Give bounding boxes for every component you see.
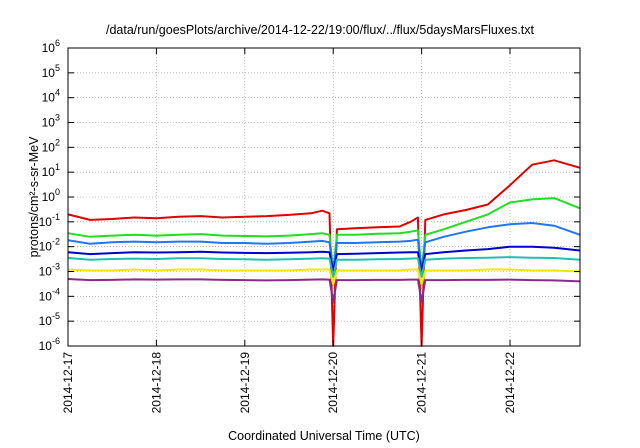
x-tick-label: 2014-12-19: [238, 352, 252, 414]
chart-title: /data/run/goesPlots/archive/2014-12-22/1…: [106, 23, 535, 37]
y-axis-ticks: 10-6 10-5 10-4 10-3 10-2 10-1 100 101 102 103 104 1…: [39, 38, 580, 353]
x-tick-label: 2014-12-17: [61, 352, 75, 414]
y-tick-label: 100: [42, 187, 60, 204]
x-tick-label: 2014-12-20: [326, 352, 340, 414]
x-tick-label: 2014-12-21: [415, 352, 429, 414]
y-tick-label: 105: [42, 63, 60, 80]
x-axis-ticks: 2014-12-17 2014-12-18 2014-12-19 2014-12-20…: [61, 48, 517, 413]
y-tick-label: 10-5: [39, 311, 60, 328]
grid-lines: [67, 48, 580, 346]
x-axis-label: Coordinated Universal Time (UTC): [228, 429, 420, 443]
y-tick-label: 106: [42, 38, 60, 55]
series-line: [67, 256, 581, 278]
y-tick-label: 103: [42, 113, 60, 130]
y-tick-label: 10-6: [39, 336, 60, 353]
x-tick-label: 2014-12-22: [503, 352, 517, 414]
x-tick-label: 2014-12-18: [149, 352, 163, 414]
series-group: [67, 159, 581, 347]
y-tick-label: 101: [42, 162, 60, 179]
y-tick-label: 10-1: [39, 212, 60, 229]
y-tick-label: 104: [42, 88, 60, 105]
y-tick-label: 10-3: [39, 262, 60, 279]
series-line: [67, 278, 581, 303]
series-line: [67, 268, 581, 286]
series-line: [67, 222, 581, 273]
y-tick-label: 10-4: [39, 286, 60, 303]
series-line: [67, 245, 581, 273]
y-tick-label: 10-2: [39, 237, 60, 254]
y-tick-label: 102: [42, 137, 60, 154]
series-line: [67, 197, 581, 273]
y-axis-label: protons/cm²-s-sr-MeV: [27, 136, 41, 258]
